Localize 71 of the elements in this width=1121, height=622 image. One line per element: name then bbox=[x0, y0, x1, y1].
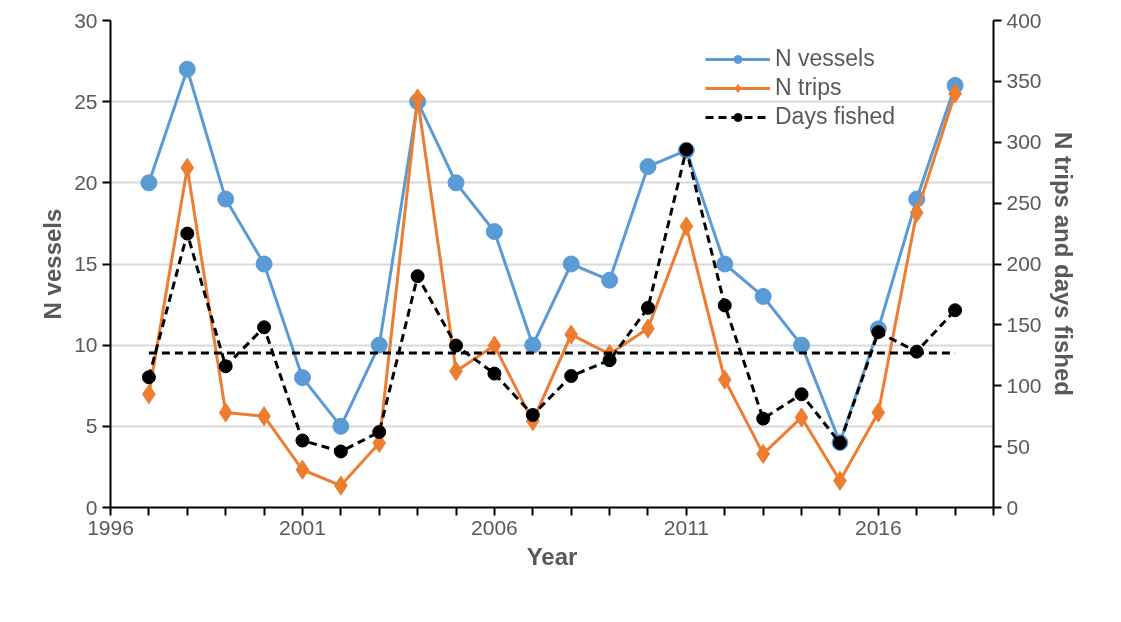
point bbox=[564, 324, 579, 345]
x-tick-label: 2001 bbox=[279, 515, 326, 539]
point bbox=[410, 269, 425, 284]
y2-tick-label: 0 bbox=[1006, 495, 1019, 519]
point bbox=[449, 338, 464, 353]
y-axis-title: N vessels bbox=[39, 208, 67, 320]
point bbox=[793, 336, 811, 354]
point bbox=[601, 271, 619, 289]
y-tick-label: 20 bbox=[74, 170, 98, 194]
point bbox=[716, 255, 734, 273]
point bbox=[295, 459, 310, 480]
x-tick-label: 2011 bbox=[663, 515, 709, 539]
point bbox=[410, 88, 425, 109]
point bbox=[754, 287, 772, 305]
point bbox=[487, 366, 502, 381]
point bbox=[639, 158, 657, 176]
point bbox=[293, 369, 311, 387]
point bbox=[794, 407, 809, 428]
point bbox=[141, 370, 156, 385]
point bbox=[257, 320, 272, 335]
point bbox=[564, 369, 579, 383]
point bbox=[370, 336, 388, 354]
y2-tick-label: 400 bbox=[1006, 8, 1042, 32]
point bbox=[332, 417, 350, 435]
y-tick-label: 25 bbox=[74, 89, 98, 113]
point bbox=[602, 353, 617, 368]
point bbox=[255, 255, 273, 273]
point bbox=[717, 369, 732, 390]
y2-tick-label: 50 bbox=[1006, 434, 1030, 458]
point bbox=[487, 335, 502, 356]
point bbox=[525, 407, 540, 422]
point bbox=[948, 303, 963, 318]
legend-label: N vessels bbox=[775, 45, 875, 72]
y2-tick-label: 100 bbox=[1006, 373, 1042, 397]
point bbox=[372, 425, 387, 439]
point bbox=[485, 223, 503, 241]
point bbox=[756, 411, 771, 426]
y2-tick-label: 250 bbox=[1006, 191, 1042, 215]
point bbox=[871, 325, 886, 340]
y-tick-label: 15 bbox=[74, 252, 98, 275]
point bbox=[180, 226, 195, 241]
point bbox=[295, 433, 310, 448]
point bbox=[217, 190, 235, 208]
point bbox=[871, 402, 886, 423]
point bbox=[679, 216, 694, 237]
y-tick-label: 30 bbox=[74, 8, 98, 32]
point bbox=[794, 387, 809, 402]
point bbox=[640, 300, 655, 315]
point bbox=[333, 444, 348, 459]
y-tick-label: 5 bbox=[85, 414, 98, 438]
y-tick-label: 10 bbox=[74, 333, 98, 357]
legend-label: Days fished bbox=[775, 103, 896, 130]
x-tick-label: 2016 bbox=[854, 515, 902, 539]
y2-tick-label: 150 bbox=[1006, 312, 1042, 336]
point bbox=[717, 298, 732, 313]
point bbox=[562, 255, 580, 273]
x-axis-title: Year bbox=[526, 542, 578, 570]
point bbox=[218, 359, 233, 374]
y2-tick-label: 200 bbox=[1006, 252, 1042, 275]
y2-axis-title: N trips and days fished bbox=[1049, 131, 1077, 397]
point bbox=[180, 157, 195, 178]
point bbox=[909, 202, 924, 223]
y2-tick-label: 300 bbox=[1006, 130, 1042, 154]
point bbox=[447, 174, 465, 192]
point bbox=[218, 402, 233, 423]
legend-label: N trips bbox=[775, 74, 842, 101]
point bbox=[140, 174, 158, 192]
point bbox=[524, 336, 542, 354]
y2-tick-label: 350 bbox=[1006, 69, 1042, 93]
x-tick-label: 2006 bbox=[471, 515, 518, 539]
point bbox=[178, 60, 196, 78]
